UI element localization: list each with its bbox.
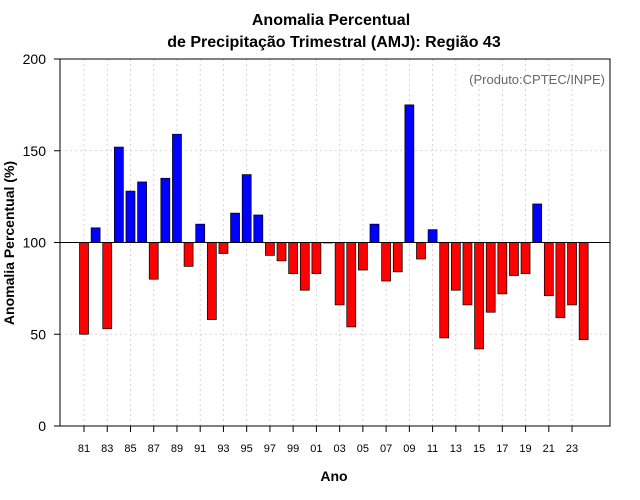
bar-81 — [79, 242, 89, 335]
bar-84 — [114, 146, 124, 243]
bar-12 — [439, 242, 450, 339]
y-tick-label-100: 100 — [23, 235, 47, 251]
bar-21 — [543, 242, 554, 297]
x-tick-label-07: 07 — [380, 443, 392, 455]
bar-96 — [253, 214, 264, 243]
x-tick-label-89: 89 — [171, 443, 183, 455]
bar-00 — [299, 242, 310, 291]
x-tick-label-97: 97 — [264, 443, 276, 455]
x-tick-label-87: 87 — [148, 443, 160, 455]
x-tick-label-17: 17 — [496, 443, 508, 455]
x-tick-label-09: 09 — [403, 443, 415, 455]
bar-97 — [265, 242, 275, 256]
y-tick-label-150: 150 — [23, 143, 47, 159]
bar-19 — [520, 242, 531, 275]
bar-11 — [427, 229, 438, 243]
bar-87 — [148, 242, 159, 280]
x-tick-label-05: 05 — [357, 443, 369, 455]
bar-03 — [334, 242, 345, 306]
bar-09 — [404, 104, 415, 243]
bar-88 — [160, 177, 171, 243]
bar-24 — [578, 242, 589, 341]
bar-92 — [206, 242, 217, 320]
bar-05 — [358, 242, 368, 271]
x-tick-label-15: 15 — [473, 443, 485, 455]
y-axis-label: Anomalia Percentual (%) — [1, 161, 17, 325]
bar-20 — [532, 203, 543, 243]
product-credit: (Produto:CPTEC/INPE) — [469, 72, 605, 87]
x-axis: 81 83 85 87 89 91 93 95 97 99 01 03 05 07 09 11 13 15 17 19… — [78, 426, 578, 455]
x-tick-label-11: 11 — [427, 443, 438, 455]
bar-01 — [311, 242, 322, 275]
bar-15 — [474, 242, 484, 350]
x-tick-label-83: 83 — [101, 443, 113, 455]
bar-18 — [509, 242, 519, 276]
bar-99 — [288, 242, 299, 275]
x-tick-label-95: 95 — [241, 443, 253, 455]
bar-86 — [137, 181, 147, 243]
bar-98 — [276, 242, 287, 262]
x-tick-label-85: 85 — [124, 443, 136, 455]
x-tick-label-21: 21 — [543, 443, 555, 455]
bar-90 — [183, 242, 194, 267]
bar-06 — [369, 223, 380, 243]
x-tick-label-99: 99 — [287, 443, 299, 455]
bar-17 — [497, 242, 508, 295]
bar-07 — [381, 242, 391, 282]
grid-lines — [60, 59, 610, 426]
chart-title-line-2: de Precipitação Trimestral (AMJ): Região… — [167, 34, 501, 51]
bar-16 — [485, 242, 496, 313]
x-tick-label-93: 93 — [217, 443, 229, 455]
x-tick-label-03: 03 — [334, 443, 346, 455]
bar-94 — [230, 212, 240, 243]
bar-89 — [172, 133, 182, 243]
bar-91 — [195, 223, 206, 243]
x-axis-label: Ano — [320, 468, 347, 484]
x-tick-label-23: 23 — [566, 443, 578, 455]
bar-83 — [102, 242, 113, 330]
bar-04 — [346, 242, 357, 328]
bar-10 — [416, 242, 426, 260]
bars — [79, 104, 589, 350]
y-tick-label-50: 50 — [30, 326, 46, 342]
bar-93 — [218, 242, 229, 254]
x-tick-label-91: 91 — [194, 443, 206, 455]
bar-85 — [125, 190, 136, 243]
bar-82 — [90, 227, 101, 243]
bar-22 — [555, 242, 566, 319]
bar-14 — [462, 242, 473, 306]
bar-23 — [567, 242, 577, 306]
x-tick-label-81: 81 — [78, 443, 90, 455]
bar-08 — [392, 242, 403, 273]
chart-title-line-1: Anomalia Percentual — [252, 12, 410, 29]
y-tick-label-200: 200 — [23, 51, 47, 67]
bar-95 — [241, 174, 252, 243]
x-tick-label-19: 19 — [519, 443, 531, 455]
bar-13 — [450, 242, 461, 291]
x-tick-label-01: 01 — [310, 443, 322, 455]
x-tick-label-13: 13 — [450, 443, 462, 455]
y-tick-label-0: 0 — [38, 418, 46, 434]
y-axis: 0 50 100 150 200 — [23, 51, 60, 434]
